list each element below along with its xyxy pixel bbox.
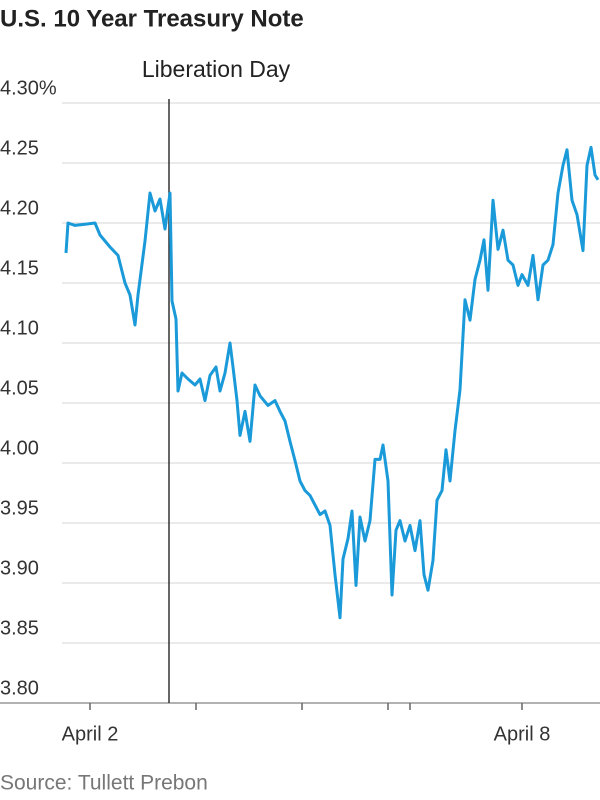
y-tick-label: 4.30%: [0, 77, 57, 99]
y-tick-label: 4.20: [0, 197, 39, 219]
y-tick-label: 3.85: [0, 617, 39, 639]
y-tick-label: 4.15: [0, 257, 39, 279]
line-series: [64, 145, 600, 620]
y-tick-label: 4.10: [0, 317, 39, 339]
source: Source: Tullett Prebon: [0, 772, 208, 795]
y-tick-label: 3.95: [0, 497, 39, 519]
annotation-label: Liberation Day: [142, 56, 291, 82]
x-tick-label: April 2: [62, 723, 119, 745]
y-tick-label: 3.90: [0, 557, 39, 579]
y-tick-label: 4.00: [0, 437, 39, 459]
chart-title: U.S. 10 Year Treasury Note: [0, 5, 304, 32]
x-tick-label: April 8: [494, 723, 551, 745]
y-tick-label: 4.25: [0, 137, 39, 159]
y-tick-label: 3.80: [0, 677, 39, 699]
y-tick-label: 4.05: [0, 377, 39, 399]
